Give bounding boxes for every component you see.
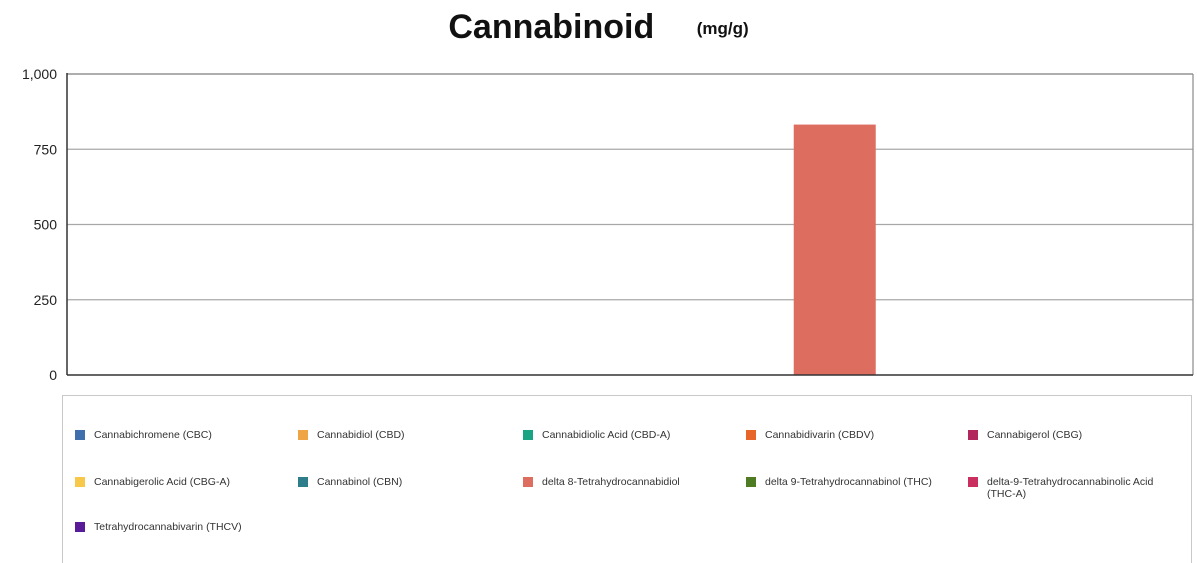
legend-item[interactable]: Cannabidivarin (CBDV) bbox=[746, 429, 874, 441]
legend-item[interactable]: delta-9-Tetrahydrocannabinolic Acid (THC… bbox=[968, 476, 1172, 500]
legend-swatch bbox=[75, 430, 85, 440]
chart-unit: (mg/g) bbox=[696, 19, 749, 38]
legend-label: Cannabigerolic Acid (CBG-A) bbox=[94, 476, 230, 488]
plot-frame bbox=[66, 73, 1194, 376]
legend-label: Cannabidiolic Acid (CBD-A) bbox=[542, 429, 671, 441]
legend-swatch bbox=[968, 477, 978, 487]
legend: Cannabichromene (CBC) Cannabidiol (CBD) Ca… bbox=[62, 395, 1192, 563]
y-tick-label: 500 bbox=[34, 217, 58, 233]
legend-swatch bbox=[523, 477, 533, 487]
y-tick-label: 1,000 bbox=[22, 66, 57, 82]
legend-label: Cannabidiol (CBD) bbox=[317, 429, 405, 441]
legend-label: Cannabichromene (CBC) bbox=[94, 429, 212, 441]
legend-item[interactable]: Cannabigerolic Acid (CBG-A) bbox=[75, 476, 230, 488]
y-axis-ticks: 0 250 500 750 1,000 bbox=[22, 66, 57, 383]
legend-item[interactable]: delta 9-Tetrahydrocannabinol (THC) bbox=[746, 476, 932, 488]
legend-swatch bbox=[746, 430, 756, 440]
bars bbox=[793, 124, 876, 376]
y-tick-label: 750 bbox=[34, 141, 58, 157]
y-tick-label: 250 bbox=[34, 292, 58, 308]
legend-item[interactable]: Cannabigerol (CBG) bbox=[968, 429, 1082, 441]
legend-label: delta-9-Tetrahydrocannabinolic Acid (THC… bbox=[987, 476, 1154, 500]
legend-item[interactable]: Tetrahydrocannabivarin (THCV) bbox=[75, 521, 242, 533]
legend-label: delta 8-Tetrahydrocannabidiol bbox=[542, 476, 680, 488]
legend-swatch bbox=[523, 430, 533, 440]
legend-item[interactable]: Cannabidiol (CBD) bbox=[298, 429, 405, 441]
legend-swatch bbox=[75, 522, 85, 532]
legend-label: Cannabigerol (CBG) bbox=[987, 429, 1083, 441]
legend-swatch bbox=[75, 477, 85, 487]
legend-label: Cannabinol (CBN) bbox=[317, 476, 403, 488]
legend-swatch bbox=[746, 477, 756, 487]
gridlines bbox=[67, 73, 1193, 301]
legend-item[interactable]: Cannabinol (CBN) bbox=[298, 476, 402, 488]
legend-swatch bbox=[968, 430, 978, 440]
legend-label: delta 9-Tetrahydrocannabinol (THC) bbox=[765, 476, 932, 488]
legend-swatch bbox=[298, 430, 308, 440]
legend-item[interactable]: Cannabidiolic Acid (CBD-A) bbox=[523, 429, 670, 441]
chart-title-block: Cannabinoid (mg/g) bbox=[0, 8, 1197, 47]
bar bbox=[793, 124, 876, 376]
legend-label: Tetrahydrocannabivarin (THCV) bbox=[94, 521, 242, 533]
legend-item[interactable]: Cannabichromene (CBC) bbox=[75, 429, 212, 441]
bar-chart: 0 250 500 750 1,000 bbox=[22, 66, 1194, 383]
y-tick-label: 0 bbox=[49, 367, 57, 383]
legend-label: Cannabidivarin (CBDV) bbox=[765, 429, 875, 441]
chart-title: Cannabinoid bbox=[448, 8, 655, 46]
legend-swatch bbox=[298, 477, 308, 487]
legend-item[interactable]: delta 8-Tetrahydrocannabidiol bbox=[523, 476, 680, 488]
